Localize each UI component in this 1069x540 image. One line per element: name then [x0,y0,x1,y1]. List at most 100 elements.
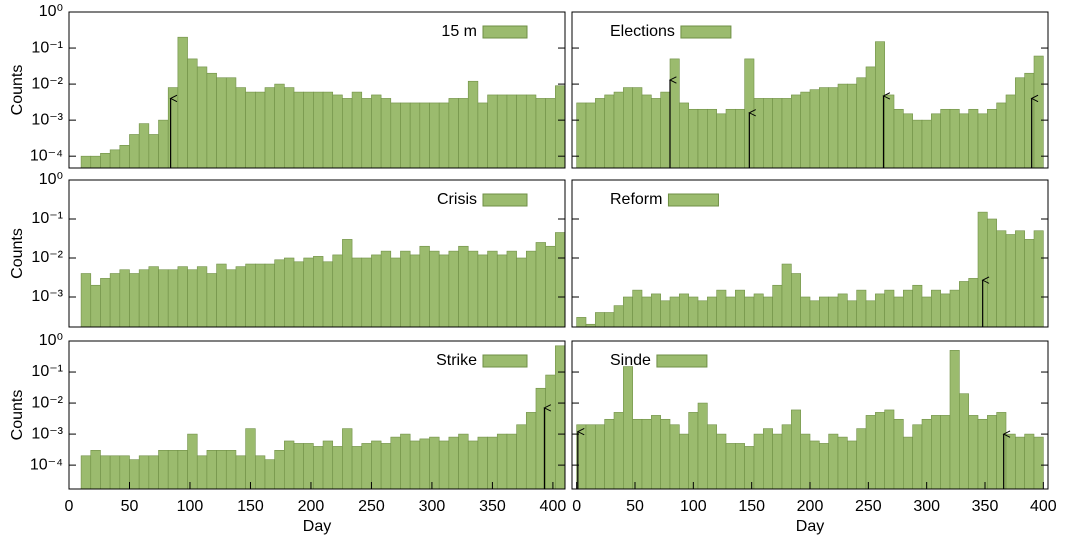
bar [987,108,997,168]
bar [856,77,867,168]
bar [109,455,121,489]
bar [660,300,671,327]
bar [187,58,198,168]
bar [206,72,217,168]
bar [903,436,913,489]
bar [535,242,546,327]
bar [847,83,857,168]
bar [763,296,773,327]
bar [419,245,430,327]
bar [255,263,266,327]
bar [148,266,159,327]
bar [138,269,150,327]
bar [177,450,188,489]
bar [496,254,508,327]
legend-label: Sinde [610,352,651,369]
bar [819,87,829,168]
bar [753,293,764,327]
bar [119,269,130,327]
legend-label: Crisis [437,191,477,208]
bar [651,98,661,168]
y-axis-label: Counts [9,390,26,441]
bar [716,433,727,489]
bar [865,300,876,327]
bar [467,250,479,327]
bar [968,108,979,168]
bar [921,418,932,489]
bar [206,450,217,489]
x-tick-label: 250 [358,498,385,515]
y-tick-label: 10⁰ [39,3,63,20]
bar [409,440,421,489]
plot-frame [68,11,566,169]
bar [1024,433,1035,489]
bar [576,102,587,168]
bar [585,424,596,489]
bar [669,58,680,168]
bar [884,94,895,168]
bar [167,87,179,168]
bar [884,289,895,327]
bar [177,36,188,168]
bar [332,254,343,327]
bar [284,87,295,168]
bar [458,98,469,168]
bar [1015,77,1025,168]
bar [458,245,469,327]
y-tick-label: 10⁻⁴ [30,147,63,164]
bar [487,436,498,489]
bar [119,455,130,489]
bar [80,155,92,168]
bar [763,98,773,168]
bar [167,450,179,489]
bar [284,440,295,489]
bar [235,87,246,168]
bar [977,113,988,168]
bar [660,418,671,489]
bar [912,119,923,168]
bar [595,424,605,489]
bar [216,77,227,168]
x-tick-label: 300 [913,498,940,515]
bar [109,149,121,168]
bar [206,273,217,327]
legend-label: Strike [436,352,477,369]
y-tick-label: 10⁻² [31,394,63,411]
bar [996,102,1007,168]
legend-label: Reform [610,191,662,208]
bar [595,98,605,168]
bar [987,218,997,327]
bar [525,94,537,168]
legend-swatch [482,25,528,39]
bar [516,94,527,168]
bar [613,412,624,489]
bar [380,98,392,168]
bar [342,98,353,168]
x-tick-label: 250 [855,498,882,515]
bar [707,424,717,489]
bar [274,259,285,327]
bar [679,293,689,327]
bar [332,94,343,168]
bar [725,443,736,489]
bar [467,80,479,168]
bar [409,102,421,168]
bar [506,433,517,489]
bar [828,433,839,489]
bar [322,440,334,489]
bar [158,269,169,327]
bar [429,436,440,489]
bar [303,91,314,168]
bar [809,300,820,327]
bar [458,433,469,489]
bar [781,263,792,327]
bar [595,312,605,327]
x-tick-label: 350 [972,498,999,515]
y-tick-label: 10⁻¹ [31,210,63,227]
bar [138,123,150,168]
legend-swatch [656,354,708,368]
y-tick-label: 10⁻³ [31,288,63,305]
bar [448,436,459,489]
bar [893,418,904,489]
bar [148,455,159,489]
